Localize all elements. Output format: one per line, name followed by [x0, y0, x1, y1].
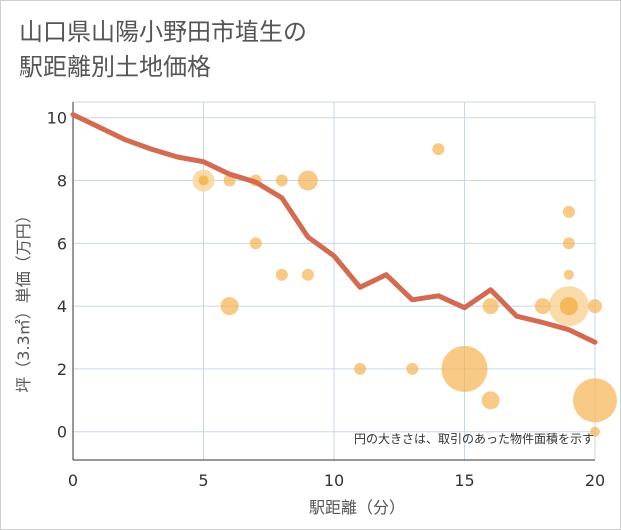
bubble-point [562, 237, 575, 250]
grid [72, 101, 596, 461]
bubble-point [562, 205, 575, 218]
y-axis-label: 坪（3.3㎡）単価（万円） [14, 207, 33, 392]
y-tick-label: 4 [57, 297, 67, 316]
x-tick-label: 5 [198, 471, 208, 490]
bubble-point [432, 143, 445, 156]
bubble-size-note: 円の大きさは、取引のあった物件面積を示す [354, 431, 594, 446]
bubbles [192, 143, 617, 437]
bubble-point [534, 298, 551, 315]
y-tick-label: 6 [57, 234, 67, 253]
chart-title: 山口県山陽小野田市埴生の 駅距離別土地価格 [19, 15, 307, 85]
y-tick-label: 8 [57, 172, 67, 191]
bubble-point [559, 297, 578, 316]
bubble-point [275, 268, 288, 281]
title-line-1: 山口県山陽小野田市埴生の [19, 18, 307, 46]
title-line-2: 駅距離別土地価格 [19, 53, 211, 81]
trend-line [70, 112, 598, 345]
bubble-point [249, 237, 262, 250]
bubble-point [588, 299, 602, 314]
bubble-point [406, 362, 419, 375]
x-axis-label: 駅距離（分） [309, 498, 405, 517]
x-tick-label: 0 [68, 471, 78, 490]
y-tick-label: 10 [47, 109, 67, 128]
bubble-point [573, 378, 617, 423]
y-tick-labels: 0 2 4 6 8 10 [47, 109, 67, 442]
bubble-point [297, 170, 318, 191]
x-tick-label: 10 [324, 471, 344, 490]
bubble-point [481, 391, 500, 410]
y-tick-label: 0 [57, 423, 67, 442]
y-tick-label: 2 [57, 360, 67, 379]
bubble-point [563, 269, 574, 280]
bubble-point [220, 297, 239, 316]
bubble-point [275, 174, 288, 187]
x-tick-label: 15 [454, 471, 474, 490]
bubble-point [441, 345, 488, 392]
x-tick-labels: 0 5 10 15 20 [68, 471, 605, 490]
bubble-point [198, 175, 209, 186]
bubble-point [482, 298, 499, 315]
bubble-point [590, 426, 600, 437]
bubble-point [354, 362, 367, 375]
x-tick-label: 20 [585, 471, 605, 490]
bubble-point [301, 268, 314, 281]
